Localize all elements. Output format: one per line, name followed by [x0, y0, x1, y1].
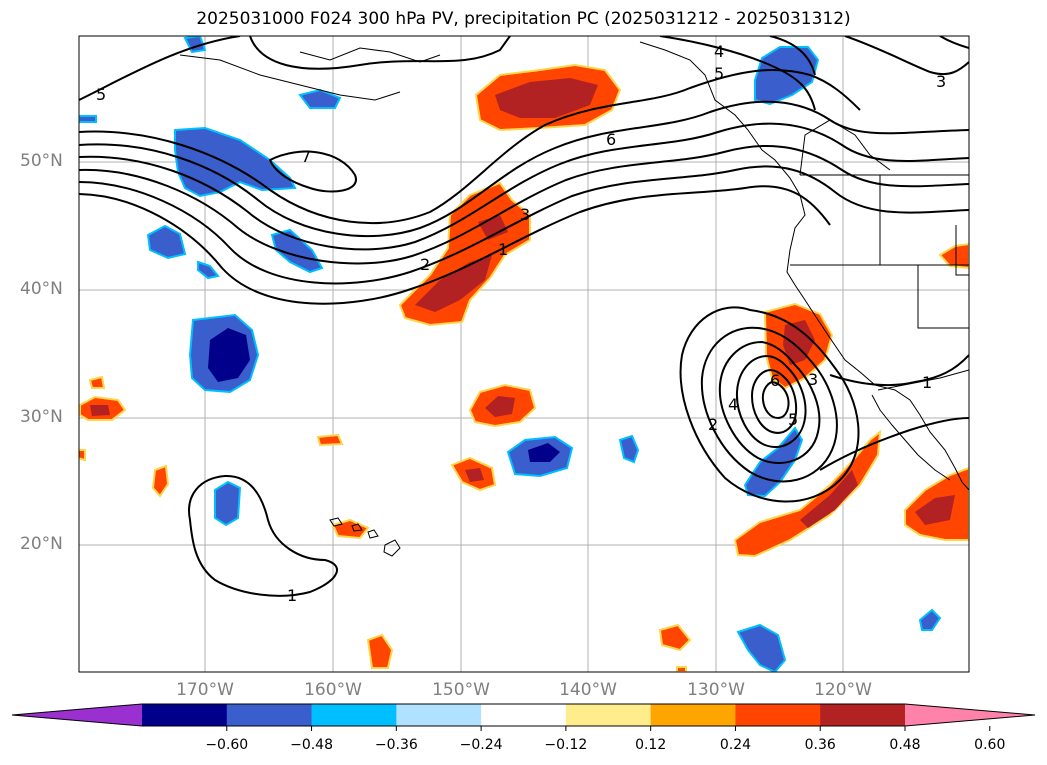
contour-label: 1 — [498, 240, 508, 259]
negative-pc-areas — [79, 36, 942, 672]
pc-negative-area — [298, 88, 342, 109]
pc-positive-core — [783, 320, 815, 365]
colorbar-bin — [226, 704, 313, 726]
colorbar-outline — [11, 703, 1036, 727]
pc-positive-area — [938, 242, 969, 270]
pc-negative-area — [618, 434, 640, 464]
contour-label: 7 — [301, 147, 311, 166]
pc-positive-area — [733, 429, 882, 558]
contour-label: 5 — [788, 410, 798, 429]
contour-label: 1 — [287, 586, 297, 605]
colorbar-tick-label: 0.12 — [635, 737, 667, 753]
pc-negative-core — [528, 443, 560, 462]
pc-positive-area — [658, 623, 692, 652]
colorbar-extend-low — [12, 704, 142, 726]
contour-label: 4 — [728, 395, 738, 414]
contour-label: 6 — [770, 371, 780, 390]
pc-positive-area — [366, 633, 394, 669]
colorbar-tick-label: −0.48 — [290, 737, 333, 753]
pv-contours — [79, 36, 969, 597]
colorbar-bin — [481, 704, 567, 726]
colorbar-tick-label: 0.36 — [804, 737, 836, 753]
pc-negative-area — [79, 115, 97, 123]
pc-negative-area — [918, 608, 942, 631]
pc-positive-core — [90, 405, 110, 416]
longitude-label: 170°W — [176, 680, 234, 700]
positive-pc-areas — [79, 63, 969, 672]
contour-label: 2 — [420, 255, 430, 274]
pc-negative-area — [736, 623, 787, 672]
colorbar-bin — [820, 704, 906, 726]
map-title: 2025031000 F024 300 hPa PV, precipitatio… — [196, 9, 851, 29]
pc-positive-core — [415, 255, 492, 312]
colorbar-bin — [396, 704, 482, 726]
pc-positive-core — [495, 78, 598, 118]
pc-positive-core — [915, 495, 955, 525]
longitude-label: 130°W — [687, 680, 745, 700]
contour-label: 5 — [96, 85, 106, 104]
longitude-label: 160°W — [304, 680, 362, 700]
colorbar-tick-label: 0.24 — [719, 737, 752, 753]
pc-positive-area — [676, 666, 687, 672]
contour-label: 2 — [708, 415, 718, 434]
contour-label: 4 — [714, 42, 724, 61]
hawaiian-islands — [329, 517, 401, 557]
contour-label: 6 — [606, 130, 616, 149]
pc-positive-area — [151, 464, 170, 498]
contour-label: 5 — [714, 64, 724, 83]
pc-negative-area — [146, 224, 187, 260]
pc-positive-area — [88, 375, 106, 389]
colorbar-tick-label: 0.48 — [889, 737, 921, 753]
pc-positive-core — [465, 468, 484, 482]
latitude-label: 40°N — [20, 279, 63, 299]
colorbar-tick-label: −0.60 — [205, 737, 249, 753]
pc-negative-area — [174, 126, 297, 198]
colorbar — [11, 703, 1036, 731]
pc-positive-area — [316, 433, 344, 447]
pc-positive-core — [485, 396, 515, 417]
pc-positive-core — [800, 470, 858, 528]
contour-label: 1 — [922, 373, 932, 392]
latitude-label: 30°N — [20, 407, 63, 427]
colorbar-bin — [650, 704, 736, 726]
latitude-label: 20°N — [20, 534, 63, 554]
pc-negative-area — [270, 228, 324, 274]
map-area: 5 7 6 4 5 3 3 2 1 2 4 6 5 3 1 1 — [79, 36, 969, 672]
pc-negative-area — [197, 260, 220, 280]
contour-label: 3 — [808, 370, 818, 389]
contour-label: 3 — [520, 205, 530, 224]
pc-positive-area — [79, 449, 86, 462]
colorbar-tick-label: −0.24 — [459, 737, 503, 753]
colorbar-bin — [565, 704, 652, 726]
coastlines — [179, 41, 969, 491]
pc-negative-area — [214, 480, 242, 527]
colorbar-tick-label: −0.36 — [374, 737, 418, 753]
latitude-label: 50°N — [20, 151, 63, 171]
colorbar-bin — [311, 704, 397, 726]
map-frame — [78, 35, 970, 673]
colorbar-tick-label: −0.12 — [544, 737, 588, 753]
colorbar-bin — [142, 704, 228, 726]
longitude-label: 120°W — [814, 680, 872, 700]
longitude-label: 140°W — [559, 680, 617, 700]
colorbar-tick-label: 0.60 — [974, 737, 1006, 753]
longitude-label: 150°W — [432, 680, 490, 700]
colorbar-extend-high — [905, 704, 1035, 726]
contour-labels: 5 7 6 4 5 3 3 2 1 2 4 6 5 3 1 1 — [96, 42, 946, 605]
gridlines — [79, 36, 969, 672]
contour-label: 3 — [936, 72, 946, 91]
pc-negative-core — [208, 328, 250, 382]
colorbar-bin — [735, 704, 821, 726]
